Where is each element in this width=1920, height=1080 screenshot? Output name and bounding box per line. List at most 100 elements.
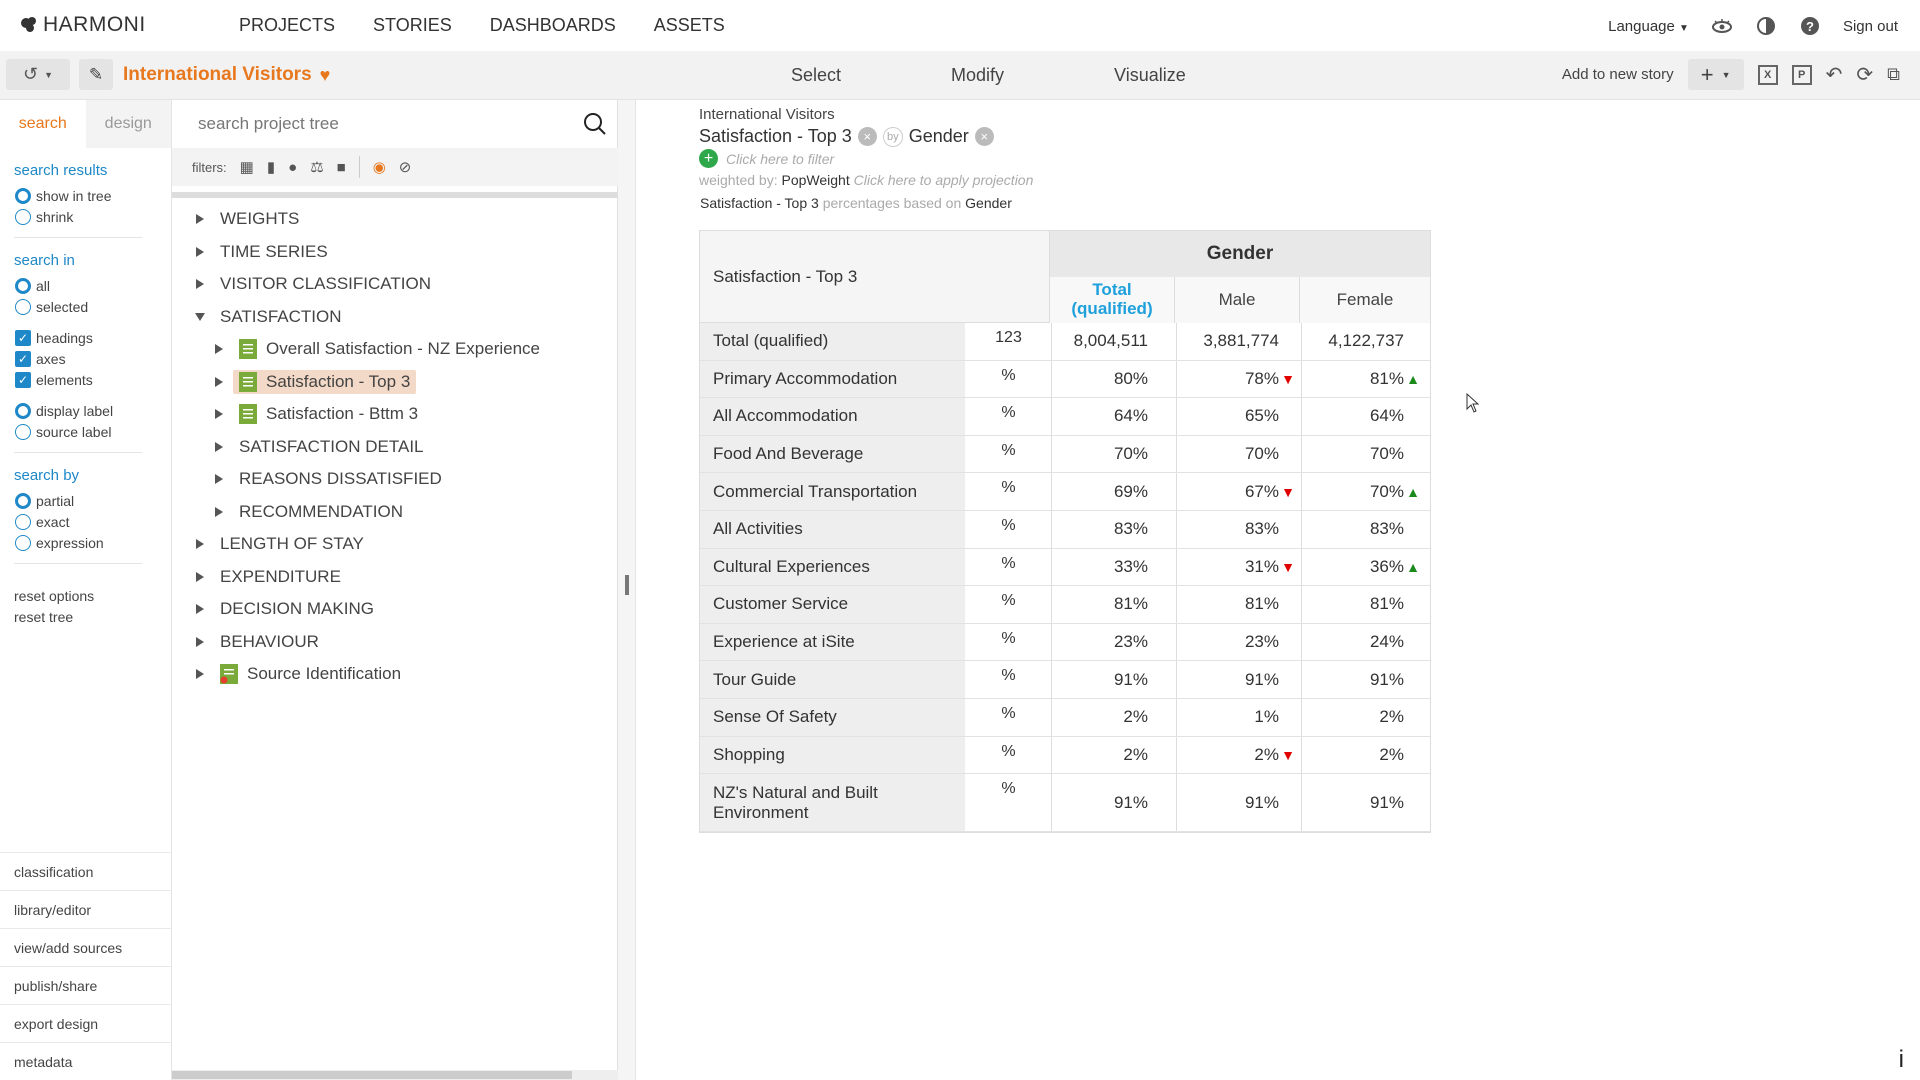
- project-title[interactable]: International Visitors ♥: [123, 64, 330, 86]
- row-variable-chip[interactable]: Satisfaction - Top 3: [699, 126, 852, 146]
- nav-projects[interactable]: PROJECTS: [239, 15, 336, 35]
- table-row[interactable]: Tour Guide% 91% 91% 91%: [700, 661, 1430, 699]
- table-row[interactable]: Sense Of Safety% 2% 1% 2%: [700, 698, 1430, 737]
- tree-node-recommendation[interactable]: RECOMMENDATION: [172, 496, 618, 529]
- collapse-arrow-icon[interactable]: [194, 311, 206, 323]
- edit-button[interactable]: ✎: [79, 59, 113, 90]
- table-row[interactable]: Food And Beverage% 70% 70% 70%: [700, 435, 1430, 474]
- tree-node-decision-making[interactable]: DECISION MAKING: [172, 593, 618, 626]
- table-row[interactable]: Customer Service% 81% 81% 81%: [700, 586, 1430, 624]
- eye-icon[interactable]: [1711, 15, 1733, 37]
- pin-filter-icon[interactable]: ●: [288, 158, 298, 176]
- tree-node-behaviour[interactable]: BEHAVIOUR: [172, 626, 618, 659]
- mode-visualize[interactable]: Visualize: [1114, 65, 1186, 85]
- tree-node-satisfaction-top3[interactable]: Satisfaction - Top 3: [172, 366, 618, 399]
- expand-arrow-icon[interactable]: [194, 538, 206, 550]
- folder-filter-icon[interactable]: ■: [336, 158, 346, 176]
- exact-radio[interactable]: exact: [15, 511, 171, 532]
- tree-node-satisfaction-bttm3[interactable]: Satisfaction - Bttm 3: [172, 398, 618, 431]
- splitter-grip[interactable]: [625, 575, 629, 595]
- expand-arrow-icon[interactable]: [213, 473, 225, 485]
- projection-hint[interactable]: Click here to apply projection: [853, 172, 1034, 188]
- sign-out-link[interactable]: Sign out: [1842, 17, 1898, 35]
- show-in-tree-radio[interactable]: show in tree: [15, 185, 171, 206]
- mode-modify[interactable]: Modify: [951, 65, 1005, 85]
- table-row[interactable]: All Accommodation% 64% 65% 64%: [700, 398, 1430, 436]
- tab-design[interactable]: design: [85, 100, 171, 148]
- classification-link[interactable]: classification: [0, 852, 172, 890]
- filter-hint[interactable]: Click here to filter: [726, 150, 835, 167]
- table-row[interactable]: Primary Accommodation% 80% 78% ▼ 81% ▲: [700, 360, 1430, 399]
- expand-arrow-icon[interactable]: [213, 376, 225, 388]
- partial-radio[interactable]: partial: [15, 490, 171, 511]
- expand-arrow-icon[interactable]: [213, 506, 225, 518]
- search-in-selected-radio[interactable]: selected: [15, 296, 171, 317]
- expand-arrow-icon[interactable]: [213, 441, 225, 453]
- shrink-radio[interactable]: shrink: [15, 206, 171, 227]
- language-dropdown[interactable]: Language ▼: [1608, 18, 1689, 35]
- library-editor-link[interactable]: library/editor: [0, 890, 172, 928]
- tree-node-overall-satisfaction[interactable]: Overall Satisfaction - NZ Experience: [172, 333, 618, 366]
- expand-arrow-icon[interactable]: [194, 278, 206, 290]
- window-icon[interactable]: ⧉: [1887, 64, 1900, 84]
- expand-arrow-icon[interactable]: [194, 668, 206, 680]
- table-row[interactable]: All Activities% 83% 83% 83%: [700, 510, 1430, 549]
- tree-node-length-of-stay[interactable]: LENGTH OF STAY: [172, 528, 618, 561]
- view-add-sources-link[interactable]: view/add sources: [0, 928, 172, 966]
- help-icon[interactable]: ?: [1799, 15, 1821, 37]
- tree-search-input[interactable]: search project tree: [172, 100, 618, 148]
- weight-variable[interactable]: PopWeight: [781, 172, 850, 188]
- ruler-filter-icon[interactable]: ▮: [266, 159, 276, 176]
- info-icon[interactable]: i: [1898, 1046, 1904, 1073]
- source-label-radio[interactable]: source label: [15, 421, 171, 442]
- expand-arrow-icon[interactable]: [194, 246, 206, 258]
- refresh-icon[interactable]: ⟳: [1856, 64, 1874, 86]
- expand-arrow-icon[interactable]: [194, 636, 206, 648]
- tree-node-time-series[interactable]: TIME SERIES: [172, 236, 618, 269]
- tree-node-satisfaction-detail[interactable]: SATISFACTION DETAIL: [172, 431, 618, 464]
- search-in-all-radio[interactable]: all: [15, 275, 171, 296]
- table-row[interactable]: Commercial Transportation% 69% 67% ▼ 70% ▲: [700, 473, 1430, 511]
- reset-options-link[interactable]: reset options: [14, 588, 95, 604]
- scrollbar-thumb[interactable]: [172, 1071, 572, 1079]
- remove-row-variable-icon[interactable]: ×: [857, 127, 877, 146]
- search-icon[interactable]: [582, 111, 608, 137]
- undo-icon[interactable]: ↶: [1825, 64, 1843, 86]
- expand-arrow-icon[interactable]: [194, 603, 206, 615]
- hidden-filter-icon[interactable]: ⊘: [398, 159, 412, 176]
- tree-node-expenditure[interactable]: EXPENDITURE: [172, 561, 618, 594]
- add-button[interactable]: + ▼: [1687, 59, 1744, 90]
- reset-tree-link[interactable]: reset tree: [14, 609, 74, 625]
- add-to-story-label[interactable]: Add to new story: [1561, 66, 1674, 83]
- column-variable-chip[interactable]: Gender: [908, 126, 969, 146]
- table-row[interactable]: NZ's Natural and Built Environment% 91% 91…: [700, 774, 1430, 833]
- axes-checkbox[interactable]: ✓ axes: [15, 348, 171, 369]
- panel-splitter[interactable]: [618, 100, 636, 1080]
- tree-node-visitor-classification[interactable]: VISITOR CLASSIFICATION: [172, 268, 618, 301]
- powerpoint-export-icon[interactable]: P: [1791, 64, 1812, 85]
- mode-select[interactable]: Select: [791, 65, 842, 85]
- expand-arrow-icon[interactable]: [213, 408, 225, 420]
- grid-filter-icon[interactable]: ▦: [239, 159, 254, 176]
- tab-search[interactable]: search: [18, 115, 67, 132]
- headings-checkbox[interactable]: ✓ headings: [15, 327, 171, 348]
- expand-arrow-icon[interactable]: [194, 571, 206, 583]
- visible-filter-icon[interactable]: ◉: [372, 159, 386, 176]
- scale-filter-icon[interactable]: ⚖: [310, 159, 324, 176]
- expand-arrow-icon[interactable]: [194, 213, 206, 225]
- publish-share-link[interactable]: publish/share: [0, 966, 172, 1004]
- metadata-link[interactable]: metadata: [0, 1042, 172, 1080]
- nav-dashboards[interactable]: DASHBOARDS: [489, 15, 616, 35]
- tree-node-satisfaction[interactable]: SATISFACTION: [172, 301, 618, 334]
- tree-node-source-identification[interactable]: Source Identification: [172, 658, 618, 691]
- excel-export-icon[interactable]: X: [1757, 64, 1778, 85]
- tree-node-weights[interactable]: WEIGHTS: [172, 203, 618, 236]
- add-filter-icon[interactable]: +: [699, 149, 718, 168]
- expand-arrow-icon[interactable]: [213, 343, 225, 355]
- tree-horizontal-scrollbar[interactable]: [172, 1070, 618, 1080]
- elements-checkbox[interactable]: ✓ elements: [15, 369, 171, 390]
- logo[interactable]: HARMONI: [19, 13, 146, 37]
- display-label-radio[interactable]: display label: [15, 400, 171, 421]
- table-row[interactable]: Experience at iSite% 23% 23% 24%: [700, 623, 1430, 662]
- tree-node-reasons-dissatisfied[interactable]: REASONS DISSATISFIED: [172, 463, 618, 496]
